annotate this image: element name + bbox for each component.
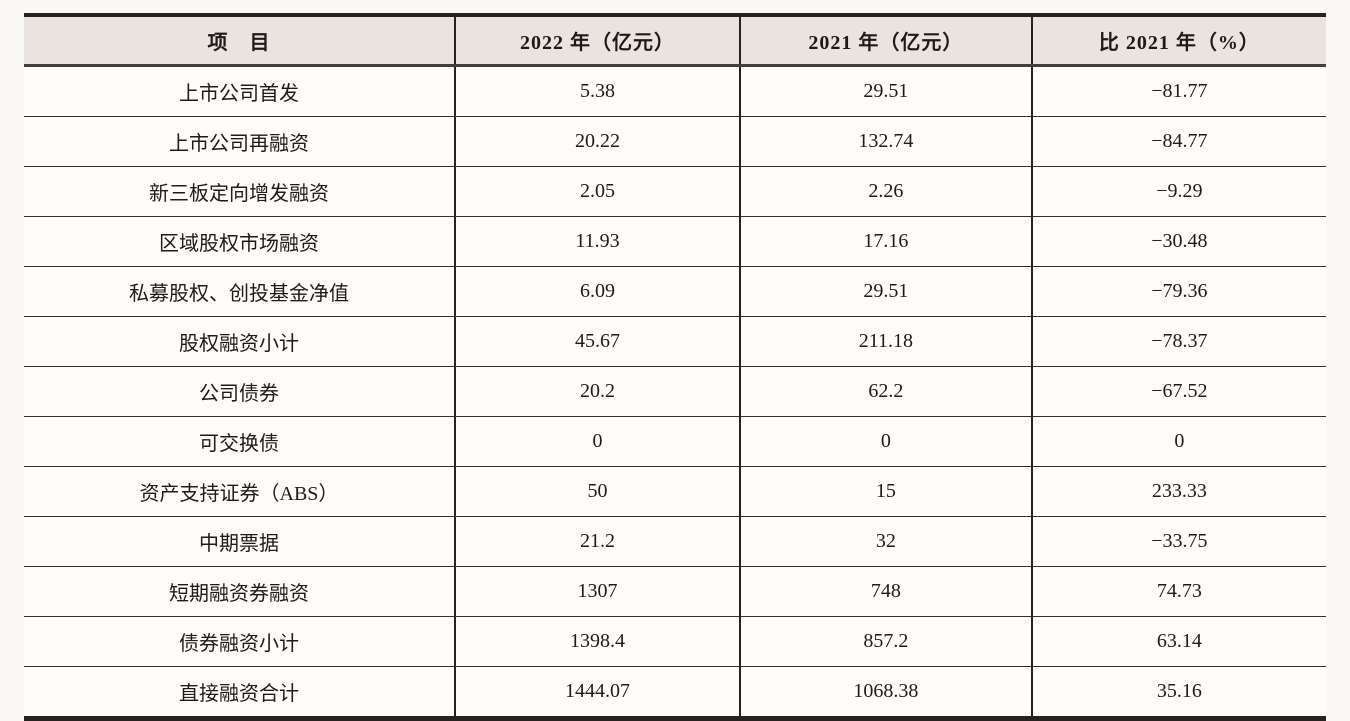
- change-pct-cell: 63.14: [1030, 616, 1326, 667]
- table-row: 上市公司首发 5.38 29.51 −81.77: [24, 65, 1326, 117]
- table-row: 区域股权市场融资 11.93 17.16 −30.48: [24, 216, 1326, 267]
- item-cell: 债券融资小计: [24, 616, 455, 667]
- change-pct-cell: −9.29: [1030, 166, 1326, 217]
- direct-financing-table: 项 目 2022 年（亿元） 2021 年（亿元） 比 2021 年（%） 上市…: [24, 13, 1326, 721]
- item-cell: 上市公司再融资: [24, 116, 455, 167]
- column-header-2021: 2021 年（亿元）: [739, 15, 1032, 67]
- table-row: 短期融资券融资 1307 748 74.73: [24, 566, 1326, 617]
- change-pct-cell: −33.75: [1030, 516, 1326, 567]
- item-cell: 中期票据: [24, 516, 455, 567]
- change-pct-cell: −78.37: [1030, 316, 1326, 367]
- value-2022-cell: 6.09: [453, 266, 741, 317]
- table-row: 私募股权、创投基金净值 6.09 29.51 −79.36: [24, 266, 1326, 317]
- value-2021-cell: 17.16: [739, 216, 1032, 267]
- value-2022-cell: 11.93: [453, 216, 741, 267]
- value-2021-cell: 211.18: [739, 316, 1032, 367]
- table-body: 上市公司首发 5.38 29.51 −81.77 上市公司再融资 20.22 132.74−…: [24, 65, 1326, 719]
- change-pct-cell: −81.77: [1030, 65, 1326, 117]
- value-2021-cell: 2.26: [739, 166, 1032, 217]
- table-row: 可交换债 0 0 0: [24, 416, 1326, 467]
- value-2022-cell: 1444.07: [453, 666, 741, 719]
- table-row: 公司债券 20.2 62.2 −67.52: [24, 366, 1326, 417]
- value-2022-cell: 50: [453, 466, 741, 517]
- change-pct-cell: −67.52: [1030, 366, 1326, 417]
- change-pct-cell: 233.33: [1030, 466, 1326, 517]
- item-cell: 新三板定向增发融资: [24, 166, 455, 217]
- value-2021-cell: 29.51: [739, 65, 1032, 117]
- change-pct-cell: 74.73: [1030, 566, 1326, 617]
- change-pct-cell: 0: [1030, 416, 1326, 467]
- table-row: 新三板定向增发融资 2.05 2.26 −9.29: [24, 166, 1326, 217]
- value-2021-cell: 1068.38: [739, 666, 1032, 719]
- item-cell: 上市公司首发: [24, 65, 455, 117]
- table-row: 上市公司再融资 20.22 132.74 −84.77: [24, 116, 1326, 167]
- header-row: 项 目 2022 年（亿元） 2021 年（亿元） 比 2021 年（%）: [24, 15, 1326, 67]
- column-header-change: 比 2021 年（%）: [1030, 15, 1326, 67]
- column-header-item: 项 目: [24, 15, 455, 67]
- item-cell: 可交换债: [24, 416, 455, 467]
- value-2021-cell: 15: [739, 466, 1032, 517]
- table-row: 资产支持证券（ABS） 50 15 233.33: [24, 466, 1326, 517]
- value-2021-cell: 29.51: [739, 266, 1032, 317]
- item-cell: 区域股权市场融资: [24, 216, 455, 267]
- item-cell: 资产支持证券（ABS）: [24, 466, 455, 517]
- value-2021-cell: 62.2: [739, 366, 1032, 417]
- table-row: 股权融资小计 45.67 211.18 −78.37: [24, 316, 1326, 367]
- value-2022-cell: 1398.4: [453, 616, 741, 667]
- table-row: 债券融资小计 1398.4 857.2 63.14: [24, 616, 1326, 667]
- value-2022-cell: 20.2: [453, 366, 741, 417]
- value-2022-cell: 0: [453, 416, 741, 467]
- table-row: 中期票据 21.2 32 −33.75: [24, 516, 1326, 567]
- item-cell: 私募股权、创投基金净值: [24, 266, 455, 317]
- change-pct-cell: −30.48: [1030, 216, 1326, 267]
- value-2022-cell: 1307: [453, 566, 741, 617]
- value-2021-cell: 748: [739, 566, 1032, 617]
- item-cell: 公司债券: [24, 366, 455, 417]
- item-cell: 短期融资券融资: [24, 566, 455, 617]
- value-2022-cell: 21.2: [453, 516, 741, 567]
- change-pct-cell: −79.36: [1030, 266, 1326, 317]
- value-2022-cell: 45.67: [453, 316, 741, 367]
- change-pct-cell: 35.16: [1030, 666, 1326, 719]
- financing-table-container: 项 目 2022 年（亿元） 2021 年（亿元） 比 2021 年（%） 上市…: [24, 13, 1326, 721]
- item-cell: 直接融资合计: [24, 666, 455, 719]
- value-2022-cell: 2.05: [453, 166, 741, 217]
- item-cell: 股权融资小计: [24, 316, 455, 367]
- value-2021-cell: 857.2: [739, 616, 1032, 667]
- change-pct-cell: −84.77: [1030, 116, 1326, 167]
- value-2021-cell: 132.74: [739, 116, 1032, 167]
- value-2022-cell: 20.22: [453, 116, 741, 167]
- value-2022-cell: 5.38: [453, 65, 741, 117]
- value-2021-cell: 32: [739, 516, 1032, 567]
- table-row: 直接融资合计 1444.07 1068.38 35.16: [24, 666, 1326, 719]
- value-2021-cell: 0: [739, 416, 1032, 467]
- column-header-2022: 2022 年（亿元）: [453, 15, 741, 67]
